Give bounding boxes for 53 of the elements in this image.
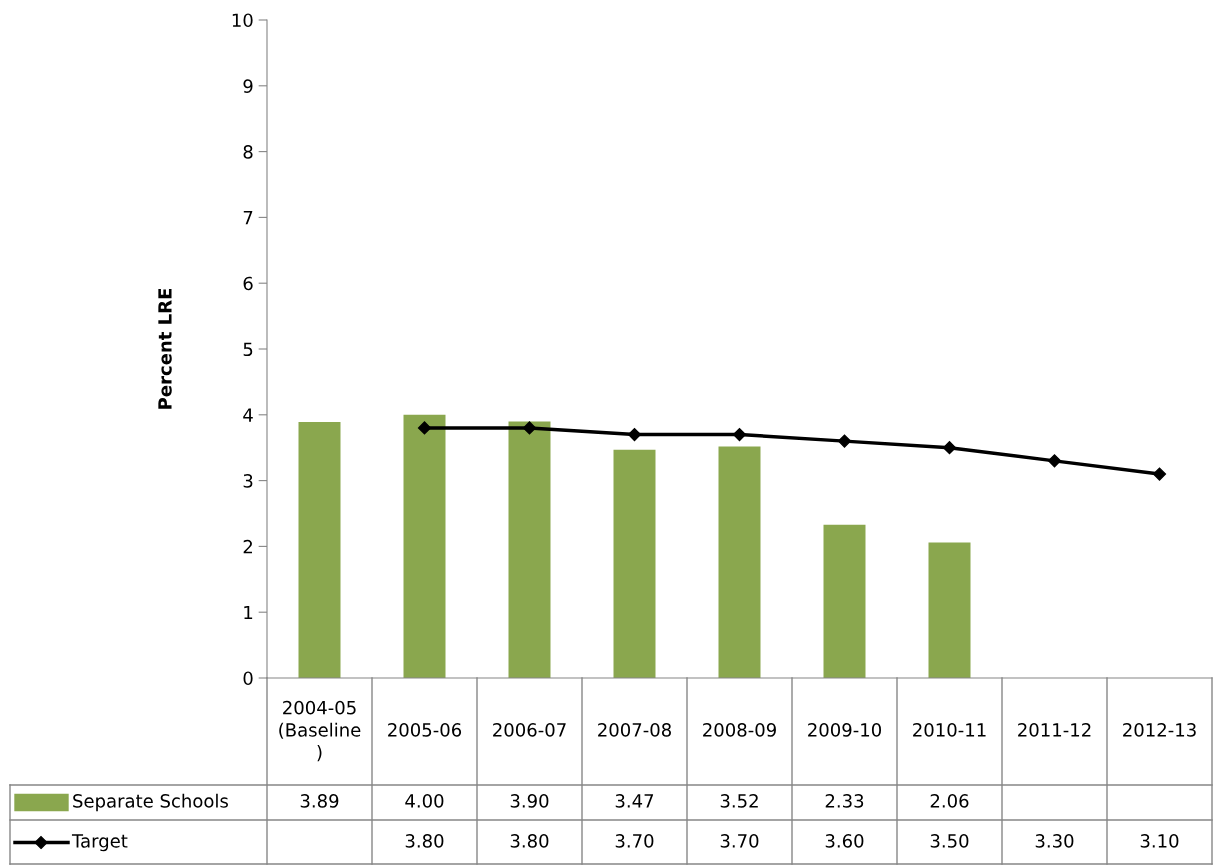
data-label: 3.10 bbox=[1140, 834, 1179, 848]
bar bbox=[823, 524, 866, 678]
data-label: 3.30 bbox=[1035, 834, 1074, 848]
x-tick-label: 2009-10 bbox=[808, 723, 882, 737]
point bbox=[627, 427, 642, 442]
y-tick-label: 1 bbox=[244, 605, 253, 620]
x-tick-label: 2008-09 bbox=[703, 723, 776, 737]
point bbox=[1047, 454, 1062, 468]
y-tick-label: 3 bbox=[243, 474, 253, 488]
y-tick-label: 6 bbox=[243, 276, 253, 291]
point bbox=[732, 427, 747, 442]
x-tick-label: 2011-12 bbox=[1018, 723, 1091, 737]
point bbox=[942, 441, 957, 455]
bar bbox=[403, 414, 446, 678]
x-tick-label: 2005-06 bbox=[388, 723, 462, 737]
data-label: 3.80 bbox=[510, 834, 549, 848]
x-tick-label: 2006-07 bbox=[493, 723, 566, 737]
data-label: 3.70 bbox=[720, 834, 759, 848]
x-tick-label: 2004-05 (Baseline ) bbox=[279, 700, 361, 762]
data-label: 3.80 bbox=[405, 834, 444, 848]
point bbox=[1152, 467, 1167, 481]
bar bbox=[928, 542, 971, 678]
point bbox=[417, 421, 432, 435]
data-label: 2.33 bbox=[825, 794, 864, 808]
data-label: 3.52 bbox=[720, 794, 758, 808]
bar bbox=[613, 449, 656, 678]
y-tick-label: 8 bbox=[243, 145, 253, 159]
y-tick-label: 2 bbox=[243, 539, 252, 554]
legend-label: Separate Schools bbox=[73, 793, 228, 812]
data-label: 2.06 bbox=[930, 794, 969, 808]
y-tick-label: 5 bbox=[243, 342, 253, 357]
data-label: 3.70 bbox=[615, 834, 654, 848]
y-tick-label: 4 bbox=[243, 408, 253, 422]
data-label: 4.00 bbox=[405, 794, 444, 808]
data-label: 3.89 bbox=[300, 794, 339, 808]
x-tick-label: 2010-11 bbox=[913, 723, 986, 737]
y-tick-label: 0 bbox=[243, 671, 253, 686]
y-tick-label: 7 bbox=[243, 211, 253, 225]
point bbox=[522, 421, 537, 435]
y-tick-label: 10 bbox=[232, 13, 253, 28]
data-label: 3.90 bbox=[510, 794, 549, 808]
data-label: 3.47 bbox=[615, 794, 654, 808]
x-tick-label: 2012-13 bbox=[1123, 723, 1196, 737]
bar bbox=[508, 421, 551, 678]
x-tick-label: 2007-08 bbox=[598, 723, 671, 737]
data-label: 3.60 bbox=[825, 834, 864, 848]
bar bbox=[718, 446, 761, 678]
legend-label: Target bbox=[71, 834, 128, 852]
y-axis-title: Percent LRE bbox=[158, 288, 172, 409]
data-label: 3.50 bbox=[930, 834, 969, 848]
y-tick-label: 9 bbox=[243, 79, 253, 93]
point bbox=[837, 434, 852, 448]
bar bbox=[298, 422, 341, 678]
